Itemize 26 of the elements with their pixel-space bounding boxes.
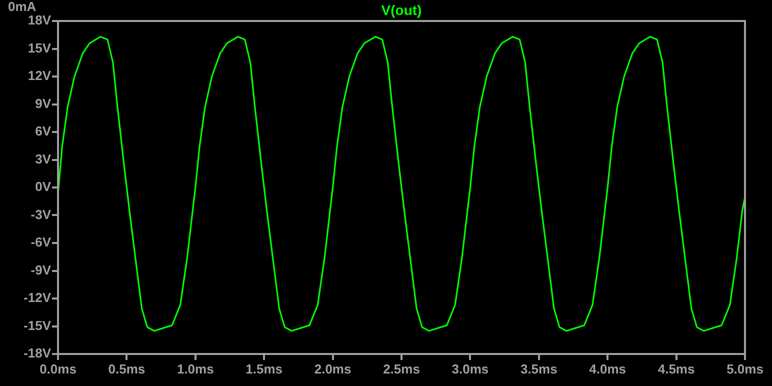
y-tick-label: 0V — [35, 179, 52, 194]
y-tick-label: 12V — [28, 68, 52, 84]
y-tick-label: -18V — [24, 346, 52, 361]
x-tick-label: 3.0ms — [452, 361, 489, 376]
y-tick-label: 15V — [28, 40, 52, 56]
x-tick-label: 5.0ms — [726, 361, 764, 376]
y-tick-label: 3V — [35, 151, 52, 166]
y-tick-label: -3V — [30, 206, 52, 222]
x-tick-label: 2.5ms — [383, 361, 420, 376]
x-tick-label: 1.5ms — [246, 361, 283, 376]
x-tick-label: 3.5ms — [520, 361, 558, 376]
y-tick-label: -6V — [30, 234, 52, 250]
y-tick-label: -15V — [24, 318, 52, 333]
y-tick-label: -12V — [24, 290, 52, 306]
y-tick-label: -9V — [30, 262, 52, 278]
x-tick-label: 0.0ms — [40, 361, 76, 376]
y-tick-label: 18V — [28, 12, 52, 28]
x-tick-label: 0.5ms — [108, 361, 146, 376]
x-tick-label: 2.0ms — [314, 361, 352, 376]
y-tick-label: 6V — [35, 124, 52, 139]
x-tick-label: 4.5ms — [658, 361, 695, 376]
x-tick-label: 1.0ms — [176, 361, 214, 376]
x-tick-label: 4.0ms — [589, 361, 626, 376]
y-tick-label: 9V — [35, 96, 52, 111]
series-label: V(out) — [381, 2, 422, 18]
text: 0mA — [8, 0, 37, 14]
